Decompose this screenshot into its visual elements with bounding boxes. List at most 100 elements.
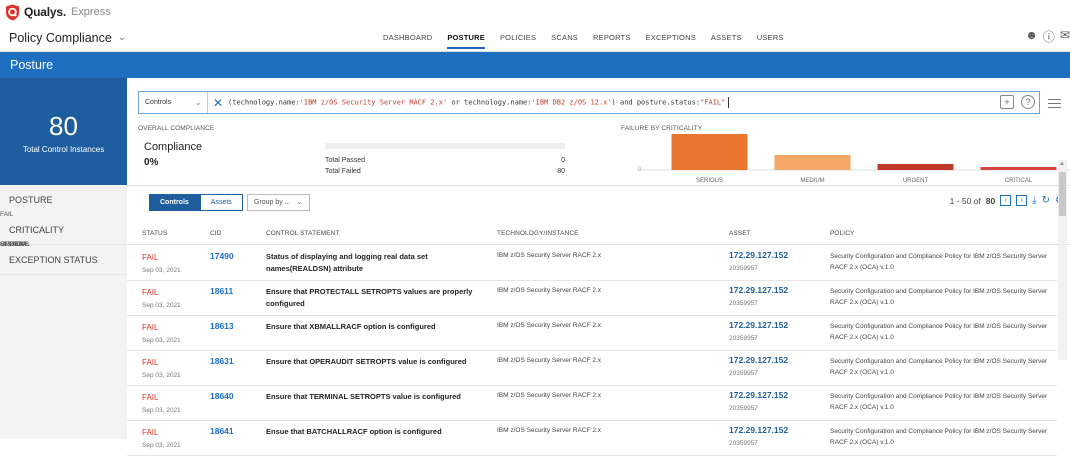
failure-by-criticality-heading: FAILURE BY CRITICALITY [621, 125, 703, 132]
add-query-icon[interactable]: + [1000, 95, 1014, 109]
exception-status-heading[interactable]: EXCEPTION STATUS [9, 255, 98, 265]
nav-posture[interactable]: POSTURE [447, 24, 485, 52]
total-passed-value: 0 [561, 157, 565, 164]
asset-ip-link[interactable]: 172.29.127.152 [729, 250, 789, 260]
asset-id: 20359957 [729, 370, 758, 377]
policy-name: Security Configuration and Compliance Po… [830, 253, 1048, 271]
total-passed-label: Total Passed [325, 157, 366, 164]
cid-link[interactable]: 18640 [210, 391, 234, 401]
scrollbar-thumb[interactable] [1059, 172, 1066, 216]
cid-link[interactable]: 18641 [210, 426, 234, 436]
asset-ip-link[interactable]: 172.29.127.152 [729, 320, 789, 330]
brand-name: Qualys. [24, 5, 66, 19]
x-tick-label: MEDIUM [800, 178, 824, 184]
column-technology[interactable]: TECHNOLOGY/INSTANCE [497, 230, 579, 237]
posture-heading: POSTURE [9, 195, 53, 205]
qualys-shield-icon [6, 4, 19, 20]
mail-icon[interactable]: ✉ [1059, 28, 1070, 42]
query-actions: + ? [1000, 95, 1035, 109]
cid-link[interactable]: 18613 [210, 321, 234, 331]
page-total: 80 [985, 195, 996, 206]
cid-link[interactable]: 18631 [210, 356, 234, 366]
table-row[interactable]: FAIL Sep 03, 2021 18640 Ensure that TERM… [127, 386, 1057, 421]
asset-ip-link[interactable]: 172.29.127.152 [729, 390, 789, 400]
query-scope-select[interactable]: Controls ⌄ [139, 92, 208, 113]
bar-serious[interactable] [671, 134, 748, 170]
policy-name: Security Configuration and Compliance Po… [830, 288, 1048, 306]
nav-dashboard[interactable]: DASHBOARD [383, 33, 433, 42]
column-asset[interactable]: ASSET [729, 230, 751, 237]
clear-query-icon[interactable]: ✕ [212, 95, 224, 110]
table-row[interactable]: FAIL Sep 03, 2021 17490 Status of displa… [127, 246, 1057, 281]
x-tick-label: SERIOUS [696, 178, 723, 184]
technology: IBM z/OS Security Server RACF 2.x [497, 427, 602, 434]
view-toggle: Controls Assets [149, 194, 243, 211]
scroll-up-icon[interactable]: ▲ [1059, 161, 1065, 167]
cid-link[interactable]: 17490 [210, 251, 234, 261]
qualys-logo[interactable]: Qualys. Express [5, 4, 111, 21]
bar-critical[interactable] [980, 167, 1057, 170]
app-bar: Policy Compliance ⌄ DASHBOARD POSTURE PO… [0, 24, 1070, 52]
cid-link[interactable]: 18611 [210, 286, 234, 296]
table-row[interactable]: FAIL Sep 03, 2021 18613 Ensure that XBMA… [127, 316, 1057, 351]
control-statement: Ensure that OPERAUDIT SETROPTS value is … [266, 357, 467, 366]
group-by-dropdown[interactable]: Group by ... ⌄ [247, 194, 310, 211]
refresh-icon[interactable]: ↻ [1041, 195, 1051, 206]
nav-users[interactable]: USERS [756, 33, 784, 42]
column-cid[interactable]: CID [210, 230, 222, 237]
main-nav: DASHBOARD POSTURE POLICIES SCANS REPORTS… [383, 24, 799, 52]
control-statement: Status of displaying and logging real da… [266, 252, 428, 273]
table-row[interactable]: FAIL Sep 03, 2021 18631 Ensure that OPER… [127, 351, 1057, 386]
module-switcher[interactable]: Policy Compliance ⌄ [9, 31, 126, 45]
table-scrollbar[interactable]: ▲ [1058, 160, 1067, 360]
row-date: Sep 03, 2021 [142, 302, 181, 309]
filter-label: URGENT [0, 241, 28, 248]
asset-ip-link[interactable]: 172.29.127.152 [729, 425, 789, 435]
query-input[interactable]: (technology.name:'IBM z/OS Security Serv… [228, 97, 730, 108]
failure-by-criticality-chart: 0 SERIOUS MEDIUM URGENT CRITICAL [638, 133, 1070, 188]
column-control-statement[interactable]: CONTROL STATEMENT [266, 230, 340, 237]
column-policy[interactable]: POLICY [830, 230, 855, 237]
prev-page-button[interactable]: ‹ [1000, 195, 1012, 206]
asset-ip-link[interactable]: 172.29.127.152 [729, 285, 789, 295]
compliance-progress-bar [325, 143, 565, 149]
nav-exceptions[interactable]: EXCEPTIONS [645, 33, 696, 42]
total-failed-label: Total Failed [325, 168, 361, 175]
user-icon[interactable]: ☻ [1025, 28, 1038, 42]
controls-panel: Controls Assets Group by ... ⌄ 1 - 50 of… [127, 185, 1070, 456]
total-count-label: Total Control Instances [22, 145, 105, 154]
technology: IBM z/OS Security Server RACF 2.x [497, 392, 602, 399]
total-count: 80 [49, 111, 78, 141]
column-status[interactable]: STATUS [142, 230, 168, 237]
total-passed: Total Passed 0 [325, 157, 565, 164]
next-page-button[interactable]: › [1016, 195, 1028, 206]
asset-id: 20359957 [729, 335, 758, 342]
module-name: Policy Compliance [9, 30, 112, 45]
policy-name: Security Configuration and Compliance Po… [830, 428, 1048, 446]
table-row[interactable]: FAIL Sep 03, 2021 18611 Ensure that PROT… [127, 281, 1057, 316]
nav-scans[interactable]: SCANS [551, 33, 579, 42]
status-badge: FAIL [142, 288, 159, 297]
nav-reports[interactable]: REPORTS [593, 33, 631, 42]
bar-medium[interactable] [774, 155, 851, 170]
bar-urgent[interactable] [877, 164, 954, 170]
download-icon[interactable]: ⤓ [1032, 195, 1037, 206]
criticality-heading: CRITICALITY [9, 225, 65, 235]
text-caret [728, 97, 730, 108]
pagination: 1 - 50 of 80 ‹ › ⤓ ↻ ⚙ [950, 195, 1064, 206]
query-help-icon[interactable]: ? [1021, 95, 1035, 109]
tab-controls[interactable]: Controls [149, 194, 200, 211]
nav-policies[interactable]: POLICIES [499, 33, 537, 42]
row-date: Sep 03, 2021 [142, 407, 181, 414]
help-icon[interactable]: ⓘ [1042, 30, 1055, 44]
menu-icon[interactable] [1048, 96, 1061, 111]
total-failed-value: 80 [557, 168, 565, 175]
filter-label: MEDIUM [0, 241, 27, 248]
row-date: Sep 03, 2021 [142, 442, 181, 449]
nav-assets[interactable]: ASSETS [710, 33, 742, 42]
asset-ip-link[interactable]: 172.29.127.152 [729, 355, 789, 365]
compliance-percent: 0% [144, 157, 159, 168]
tab-assets[interactable]: Assets [199, 194, 243, 211]
control-statement: Ensure that PROTECTALL SETROPTS values a… [266, 287, 473, 308]
total-control-instances: 80 Total Control Instances [0, 78, 127, 185]
